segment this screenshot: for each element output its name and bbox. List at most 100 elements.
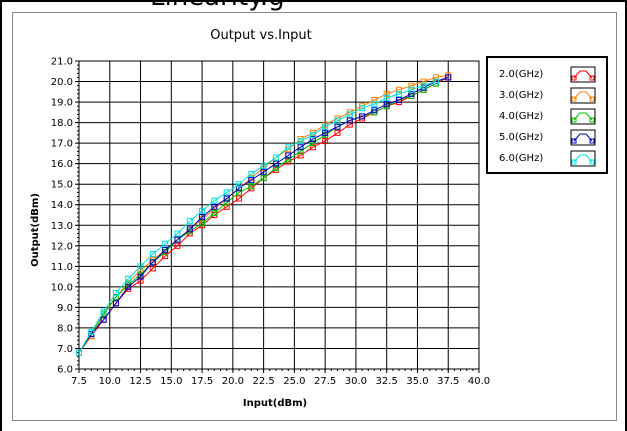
data-point xyxy=(297,152,304,159)
legend-label: 4.0(GHz) xyxy=(499,111,543,122)
y-tick-label: 10.0 xyxy=(51,282,73,293)
data-point xyxy=(248,183,255,190)
x-tick-label: 37.5 xyxy=(437,376,459,387)
data-point xyxy=(371,101,378,108)
y-tick-label: 14.0 xyxy=(51,200,73,211)
series-layer xyxy=(76,72,452,356)
data-point xyxy=(236,189,242,196)
y-tick-label: 18.0 xyxy=(51,118,73,129)
x-tick-label: 30.0 xyxy=(345,376,367,387)
x-tick-label: 10.0 xyxy=(99,376,121,387)
data-point xyxy=(285,156,292,163)
x-tick-label: 35.0 xyxy=(406,376,428,387)
data-point xyxy=(236,185,242,192)
data-point xyxy=(199,220,206,227)
data-point xyxy=(383,90,390,97)
data-point xyxy=(100,308,107,315)
data-point xyxy=(396,97,402,104)
chart-svg: Output vs.Input 7.5 10.0 12.5 15.0 17.5 20.0 2… xyxy=(30,28,608,409)
legend-swatch-line xyxy=(573,154,593,163)
data-point xyxy=(432,78,439,85)
data-point xyxy=(371,97,378,104)
data-point xyxy=(149,265,156,272)
legend-swatch-line xyxy=(573,133,593,142)
x-tick-label: 25.0 xyxy=(283,376,305,387)
ticks-layer: 7.5 10.0 12.5 15.0 17.5 20.0 22.5 25.0 27.5 30.0 3… xyxy=(51,57,490,388)
legend-label: 2.0(GHz) xyxy=(499,69,543,80)
y-tick-label: 16.0 xyxy=(51,159,73,170)
legend-swatch-marker xyxy=(571,138,577,144)
data-point xyxy=(199,214,206,221)
data-point xyxy=(346,121,353,128)
data-point xyxy=(88,329,95,336)
data-point xyxy=(174,230,181,237)
y-tick-label: 15.0 xyxy=(51,180,73,191)
data-point xyxy=(309,140,316,147)
data-point xyxy=(76,349,82,356)
x-tick-label: 15.0 xyxy=(160,376,182,387)
data-point xyxy=(285,152,292,159)
data-point xyxy=(236,195,242,202)
legend-swatch-line xyxy=(573,91,593,100)
y-tick-label: 7.0 xyxy=(57,344,73,355)
frame-edge-left xyxy=(0,0,2,431)
x-tick-label: 40.0 xyxy=(468,376,490,387)
data-point xyxy=(396,90,402,97)
data-point xyxy=(248,177,255,184)
x-tick-label: 12.5 xyxy=(129,376,151,387)
data-point xyxy=(334,129,341,136)
y-tick-label: 19.0 xyxy=(51,98,73,109)
x-tick-label: 22.5 xyxy=(252,376,274,387)
legend-swatch-marker xyxy=(589,138,595,144)
data-point xyxy=(149,251,156,258)
data-point xyxy=(285,144,292,151)
data-point xyxy=(211,197,218,204)
data-point xyxy=(211,209,218,216)
legend: 2.0(GHz) 3.0(GHz) 4.0(GHz) 5.0(GHz) 6.0(GHz) xyxy=(486,56,608,174)
data-point xyxy=(186,218,193,225)
data-point xyxy=(408,86,415,93)
grid-layer xyxy=(78,60,480,370)
y-tick-label: 20.0 xyxy=(51,77,73,88)
data-point xyxy=(137,277,144,284)
data-point xyxy=(162,253,169,260)
data-point xyxy=(186,226,193,233)
data-point xyxy=(174,236,181,243)
x-axis-label: Input(dBm) xyxy=(243,398,307,409)
legend-label: 5.0(GHz) xyxy=(499,132,543,143)
data-point xyxy=(322,138,329,145)
data-point xyxy=(297,144,304,151)
y-tick-label: 9.0 xyxy=(57,303,73,314)
data-point xyxy=(223,195,230,202)
data-point xyxy=(260,168,267,175)
data-point xyxy=(346,117,353,124)
data-point xyxy=(297,138,304,145)
series-6.0(GHz) xyxy=(76,78,439,356)
legend-swatch-box xyxy=(570,150,596,167)
data-point xyxy=(346,111,353,118)
y-tick-label: 11.0 xyxy=(51,262,73,273)
data-point xyxy=(272,154,279,161)
chart-panel: Output vs.Input 7.5 10.0 12.5 15.0 17.5 20.0 2… xyxy=(12,12,617,421)
data-point xyxy=(149,259,156,266)
data-point xyxy=(334,123,341,130)
x-tick-label: 27.5 xyxy=(314,376,336,387)
legend-swatch-box xyxy=(570,129,596,146)
data-point xyxy=(297,148,304,155)
data-point xyxy=(260,175,267,182)
y-tick-label: 8.0 xyxy=(57,323,73,334)
data-point xyxy=(359,105,366,112)
legend-swatch-marker xyxy=(589,159,595,165)
legend-swatch-box xyxy=(570,87,596,104)
series-line xyxy=(78,76,449,353)
data-point xyxy=(432,74,439,81)
data-point xyxy=(408,82,415,89)
legend-swatch-marker xyxy=(571,96,577,102)
data-point xyxy=(248,170,255,177)
data-point xyxy=(137,267,144,274)
legend-swatch-marker xyxy=(571,159,577,165)
data-point xyxy=(420,78,427,85)
legend-swatch-line xyxy=(573,112,593,121)
data-point xyxy=(162,240,169,247)
